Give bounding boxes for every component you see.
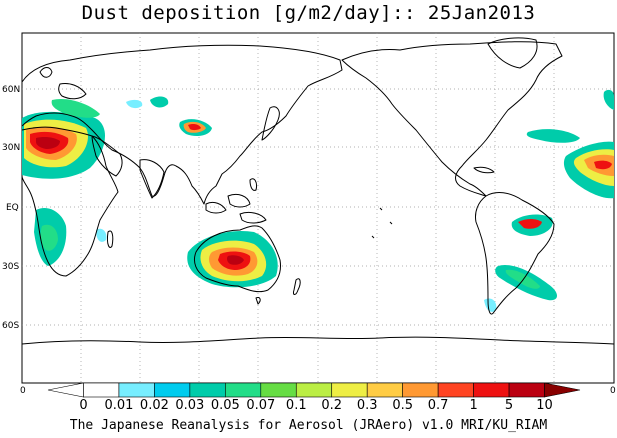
lat-labels: 60N 30N EQ 30S 60S xyxy=(2,85,20,331)
colorbar-swatch xyxy=(260,382,297,398)
colorbar-swatch xyxy=(437,382,474,398)
colorbar-tick-label: 0.1 xyxy=(286,398,307,413)
colorbar-tick-label: 0.7 xyxy=(428,398,449,413)
colorbar-tick-label: 0.01 xyxy=(104,398,133,413)
colorbar-swatch xyxy=(225,382,262,398)
colorbar-tick-label: 0.07 xyxy=(246,398,275,413)
colorbar-tick-label: 10 xyxy=(536,398,553,413)
colorbar-swatch xyxy=(402,382,439,398)
colorbar-swatch xyxy=(508,382,545,398)
lat-label-30s: 30S xyxy=(2,262,19,272)
colorbar-tick-label: 0 xyxy=(79,398,87,413)
colorbar-swatch xyxy=(189,382,226,398)
colorbar-tick-label: 0.03 xyxy=(175,398,204,413)
colorbar-swatch xyxy=(118,382,155,398)
dust-west-africa-east xyxy=(526,89,614,199)
colorbar-labels: 0 0.01 0.02 0.03 0.05 0.07 0.1 0.2 0.3 0.5 0.7 1 5 10 xyxy=(79,398,552,413)
colorbar-tick-label: 0.05 xyxy=(211,398,240,413)
colorbar-tick-label: 0.3 xyxy=(357,398,378,413)
colorbar-swatch xyxy=(154,382,191,398)
map-title: Dust deposition [g/m2/day]:: 25Jan2013 xyxy=(81,2,536,24)
footer-credit: The Japanese Reanalysis for Aerosol (JRA… xyxy=(69,418,548,433)
colorbar-swatch xyxy=(366,382,403,398)
dust-fields xyxy=(22,89,614,312)
dust-south-america xyxy=(484,214,557,312)
colorbar xyxy=(47,382,581,398)
colorbar-swatch xyxy=(295,382,333,398)
axis-end-label-left: 0 xyxy=(20,386,26,396)
colorbar-swatch xyxy=(47,382,84,398)
dust-australia xyxy=(187,230,278,288)
colorbar-tick-label: 1 xyxy=(469,398,477,413)
colorbar-swatch xyxy=(473,382,510,398)
colorbar-swatch xyxy=(83,382,120,398)
colorbar-tick-label: 5 xyxy=(505,398,513,413)
dust-southern-africa xyxy=(34,207,107,266)
dust-east-asia xyxy=(179,119,212,136)
lat-label-60s: 60S xyxy=(2,321,19,331)
dust-north-africa xyxy=(22,96,169,179)
colorbar-swatch xyxy=(544,382,581,398)
colorbar-tick-label: 0.5 xyxy=(392,398,413,413)
colorbar-swatch xyxy=(331,382,368,398)
lat-label-eq: EQ xyxy=(6,203,19,213)
gridlines xyxy=(22,33,614,383)
coastlines xyxy=(21,37,615,345)
colorbar-tick-label: 0.2 xyxy=(321,398,342,413)
lat-label-60n: 60N xyxy=(2,85,20,95)
colorbar-tick-label: 0.02 xyxy=(140,398,169,413)
axis-end-label-right: 0 xyxy=(610,386,616,396)
lat-label-30n: 30N xyxy=(2,143,20,153)
